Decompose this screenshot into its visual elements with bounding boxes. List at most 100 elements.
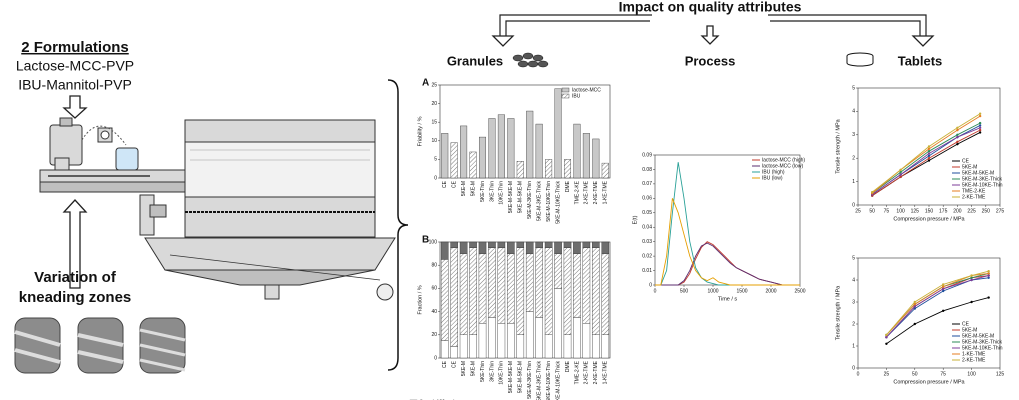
bar-segment — [601, 334, 610, 359]
point — [927, 149, 931, 153]
point — [899, 171, 902, 174]
x-tick-label: 250 — [982, 208, 991, 214]
x-tick-label: 1500 — [736, 288, 747, 294]
bracket — [387, 79, 409, 371]
x-tick-label: 5KE-M-3KE-Thick — [536, 181, 542, 222]
x-tick-label: 2000 — [765, 288, 776, 294]
legend-label: IBU — [572, 93, 581, 99]
legend-label: 5KE-M-5KE-M — [962, 333, 994, 339]
bar — [497, 114, 505, 179]
bar-segment — [440, 241, 449, 260]
bar-segment — [440, 259, 449, 341]
y-tick-label: 0.01 — [642, 268, 652, 274]
bar-segment — [535, 317, 543, 359]
bar — [573, 123, 581, 179]
bar — [507, 118, 515, 179]
legend-label: 5KE-M-10KE-Thin — [962, 182, 1003, 188]
x-tick-label: CE — [451, 180, 457, 188]
bar-segment — [554, 241, 562, 254]
bar-segment — [478, 253, 487, 324]
legend-label: 2-KE-TME — [962, 194, 986, 200]
bar-segment — [459, 241, 468, 254]
y-tick-label: 1 — [852, 179, 855, 185]
x-tick-label: 10KE-Thin — [499, 361, 505, 385]
bar-segment — [516, 334, 525, 359]
point — [927, 152, 931, 155]
y-tick-label: 60 — [431, 286, 437, 292]
point — [885, 342, 888, 345]
point — [942, 285, 945, 288]
legend-swatch — [561, 87, 570, 93]
point — [899, 175, 902, 179]
y-tick-label: 0.02 — [642, 253, 652, 259]
y-tick-label: 2 — [852, 321, 855, 327]
legend-label: IBU (high) — [762, 169, 785, 175]
y-tick-label: 0 — [852, 202, 855, 208]
y-tick-label: 0.03 — [642, 239, 652, 245]
bar-segment — [582, 323, 591, 359]
point — [956, 135, 959, 139]
x-tick-label: DME — [565, 360, 571, 372]
bar-segment — [497, 241, 506, 249]
arrow-down — [62, 95, 88, 119]
bar-segment — [497, 323, 506, 359]
y-tick-label: 0.09 — [642, 152, 652, 158]
point — [970, 300, 973, 304]
legend-label: 5KE-M-5KE-M — [962, 170, 994, 176]
y-tick-label: 0.05 — [642, 210, 652, 216]
x-tick-label: 0 — [654, 288, 657, 294]
x-axis-label: Compression pressure / MPa — [893, 379, 965, 385]
bar-segment — [573, 253, 581, 318]
x-tick-label: 50 — [912, 371, 918, 377]
point — [987, 272, 990, 275]
arrow-head — [911, 35, 935, 47]
x-tick-label: 5KE-Thin — [480, 181, 486, 202]
point — [978, 126, 982, 129]
x-tick-label: 5KE-M — [470, 181, 476, 196]
point — [899, 168, 902, 172]
bar — [554, 88, 562, 179]
bar-segment — [488, 247, 496, 318]
plot-frame — [439, 84, 611, 179]
point — [913, 307, 916, 310]
bar-segment — [554, 288, 562, 359]
x-tick-label: 10KE-Thin — [499, 181, 505, 205]
x-tick-label: 225 — [967, 208, 976, 214]
bar — [545, 159, 553, 179]
legend-label: 5KE-M-3KE-Thick — [962, 176, 1003, 182]
bar-segment — [601, 253, 610, 336]
y-axis-label: Fraction / % — [417, 285, 423, 314]
y-tick-label: 0.04 — [642, 225, 652, 231]
x-tick-label: 5KE-M-3KE-Thin — [527, 361, 533, 399]
bar-segment — [573, 241, 581, 254]
x-tick-label: 5KE-M-10KE-Thin — [546, 181, 552, 222]
bar-segment — [544, 334, 553, 359]
granules-icon — [512, 52, 549, 68]
panel-label: B — [422, 235, 429, 246]
legend-label: 2-KE-TME — [962, 357, 986, 363]
bar-segment — [469, 247, 477, 336]
bar-segment — [525, 311, 534, 359]
point — [978, 114, 982, 118]
bar-segment — [582, 247, 591, 324]
x-tick-label: CE — [442, 360, 448, 368]
x-tick-label: 5KE-M-10KE-Thick — [555, 181, 561, 224]
process-label: Process — [685, 53, 736, 68]
x-tick-label: 5KE-M-5KE-M — [508, 361, 514, 393]
point — [987, 296, 990, 299]
panel-label: A — [422, 78, 429, 89]
legend-label: TME-2-KE — [962, 188, 986, 194]
extruder-drawing — [39, 117, 396, 301]
point — [978, 124, 982, 127]
point — [899, 173, 902, 176]
x-tick-label: 3KE-Thin — [489, 361, 495, 382]
x-tick-label: 1-KE-TME — [603, 180, 609, 204]
point — [987, 276, 990, 279]
legend-label: 5KE-M-10KE-Thin — [962, 345, 1003, 351]
point — [942, 287, 945, 290]
point — [942, 289, 945, 293]
x-tick-label: 0 — [857, 371, 860, 377]
x-tick-label: 1000 — [707, 288, 718, 294]
bar — [601, 162, 609, 179]
bar-segment — [544, 247, 553, 336]
